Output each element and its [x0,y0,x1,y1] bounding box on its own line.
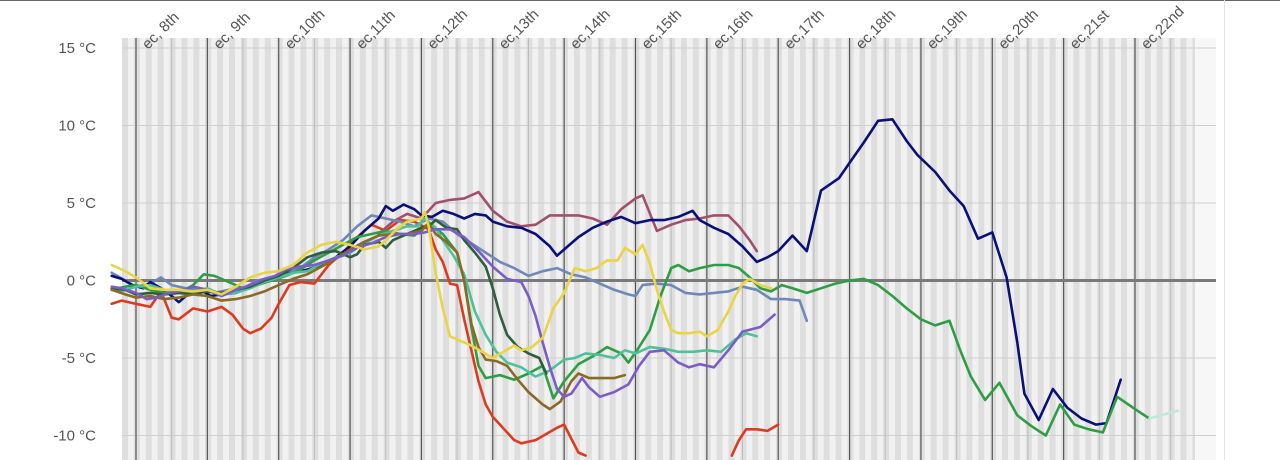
y-tick-label: -10 °C [53,428,96,445]
hour-band [990,38,997,460]
hour-band [383,38,390,460]
y-tick-label: 15 °C [58,40,96,57]
hour-band [728,38,735,460]
hour-band [490,38,497,460]
hour-band [1180,38,1187,460]
hour-band [264,38,271,460]
hour-band [585,38,592,460]
hour-band [764,38,771,460]
hour-band [657,38,664,460]
hour-band [966,38,973,460]
hour-band [1168,38,1175,460]
hour-band [502,38,509,460]
hour-band [835,38,842,460]
hour-band [1085,38,1092,460]
hour-band [847,38,854,460]
hour-band [799,38,806,460]
hour-band [930,38,937,460]
hour-band [538,38,545,460]
series-line-9 [110,221,627,411]
hour-band [133,38,140,460]
hour-band [609,38,616,460]
hour-band [597,38,604,460]
hour-band [871,38,878,460]
series-lines [110,118,1180,457]
hour-band [1156,38,1163,460]
hour-band [1061,38,1068,460]
hour-band [1049,38,1056,460]
hour-band [229,38,235,460]
hour-band [906,38,913,460]
hour-band [336,38,343,460]
series-line-2 [730,423,780,457]
hour-band [883,38,890,460]
series-line-3 [377,190,759,253]
hour-band [704,38,711,460]
hour-band [419,38,426,460]
hour-band [669,38,676,460]
hour-band [181,38,188,460]
hour-band [205,38,212,460]
hour-band [1025,38,1032,460]
hour-band [455,38,461,460]
hour-band [193,38,200,460]
hour-band [276,38,283,460]
hour-band [395,38,402,460]
hour-band [954,38,961,460]
hour-band [169,38,176,460]
hour-band [859,38,866,460]
hour-band [716,38,723,460]
hour-band [573,38,580,460]
hour-band [526,38,533,460]
hour-band [1121,38,1127,460]
series-line-12 [1148,409,1180,420]
hour-band [157,38,164,460]
hour-band [1109,38,1116,460]
hour-band [788,38,794,460]
hour-band [978,38,985,460]
hour-band [645,38,652,460]
hour-band [1002,38,1009,460]
hour-band [811,38,818,460]
series-line-11 [110,211,773,360]
hour-band [1013,38,1020,460]
y-tick-label: 0 °C [67,273,97,290]
hour-band [823,38,830,460]
hour-band [692,38,699,460]
hour-band [942,38,949,460]
hour-band [443,38,450,460]
top-edge-line [0,0,1280,1]
hour-band [466,38,473,460]
hour-band [252,38,259,460]
hour-band [1037,38,1044,460]
plot-fade-area [1195,38,1216,460]
hour-band [217,38,224,460]
hour-band [300,38,307,460]
hour-band [240,38,247,460]
series-line-10 [110,228,776,399]
y-tick-label: -5 °C [62,350,97,367]
hour-band [407,38,414,460]
series-line-1 [110,218,587,457]
hour-band [918,38,925,460]
hour-band [371,38,378,460]
y-axis-ticks: 15 °C 10 °C 5 °C 0 °C -5 °C -10 °C [53,40,96,445]
frame-right-line [1224,0,1225,460]
hour-band [1097,38,1104,460]
y-tick-label: 5 °C [67,195,97,212]
hour-band [122,38,128,460]
hour-band [145,38,152,460]
y-tick-label: 10 °C [58,118,96,135]
hour-band [633,38,640,460]
day-bands [122,38,1216,460]
hour-band [680,38,687,460]
hour-band [895,38,901,460]
hour-band [514,38,521,460]
hour-band [288,38,295,460]
hour-band [1073,38,1080,460]
hour-band [1132,38,1139,460]
hour-band [1144,38,1151,460]
